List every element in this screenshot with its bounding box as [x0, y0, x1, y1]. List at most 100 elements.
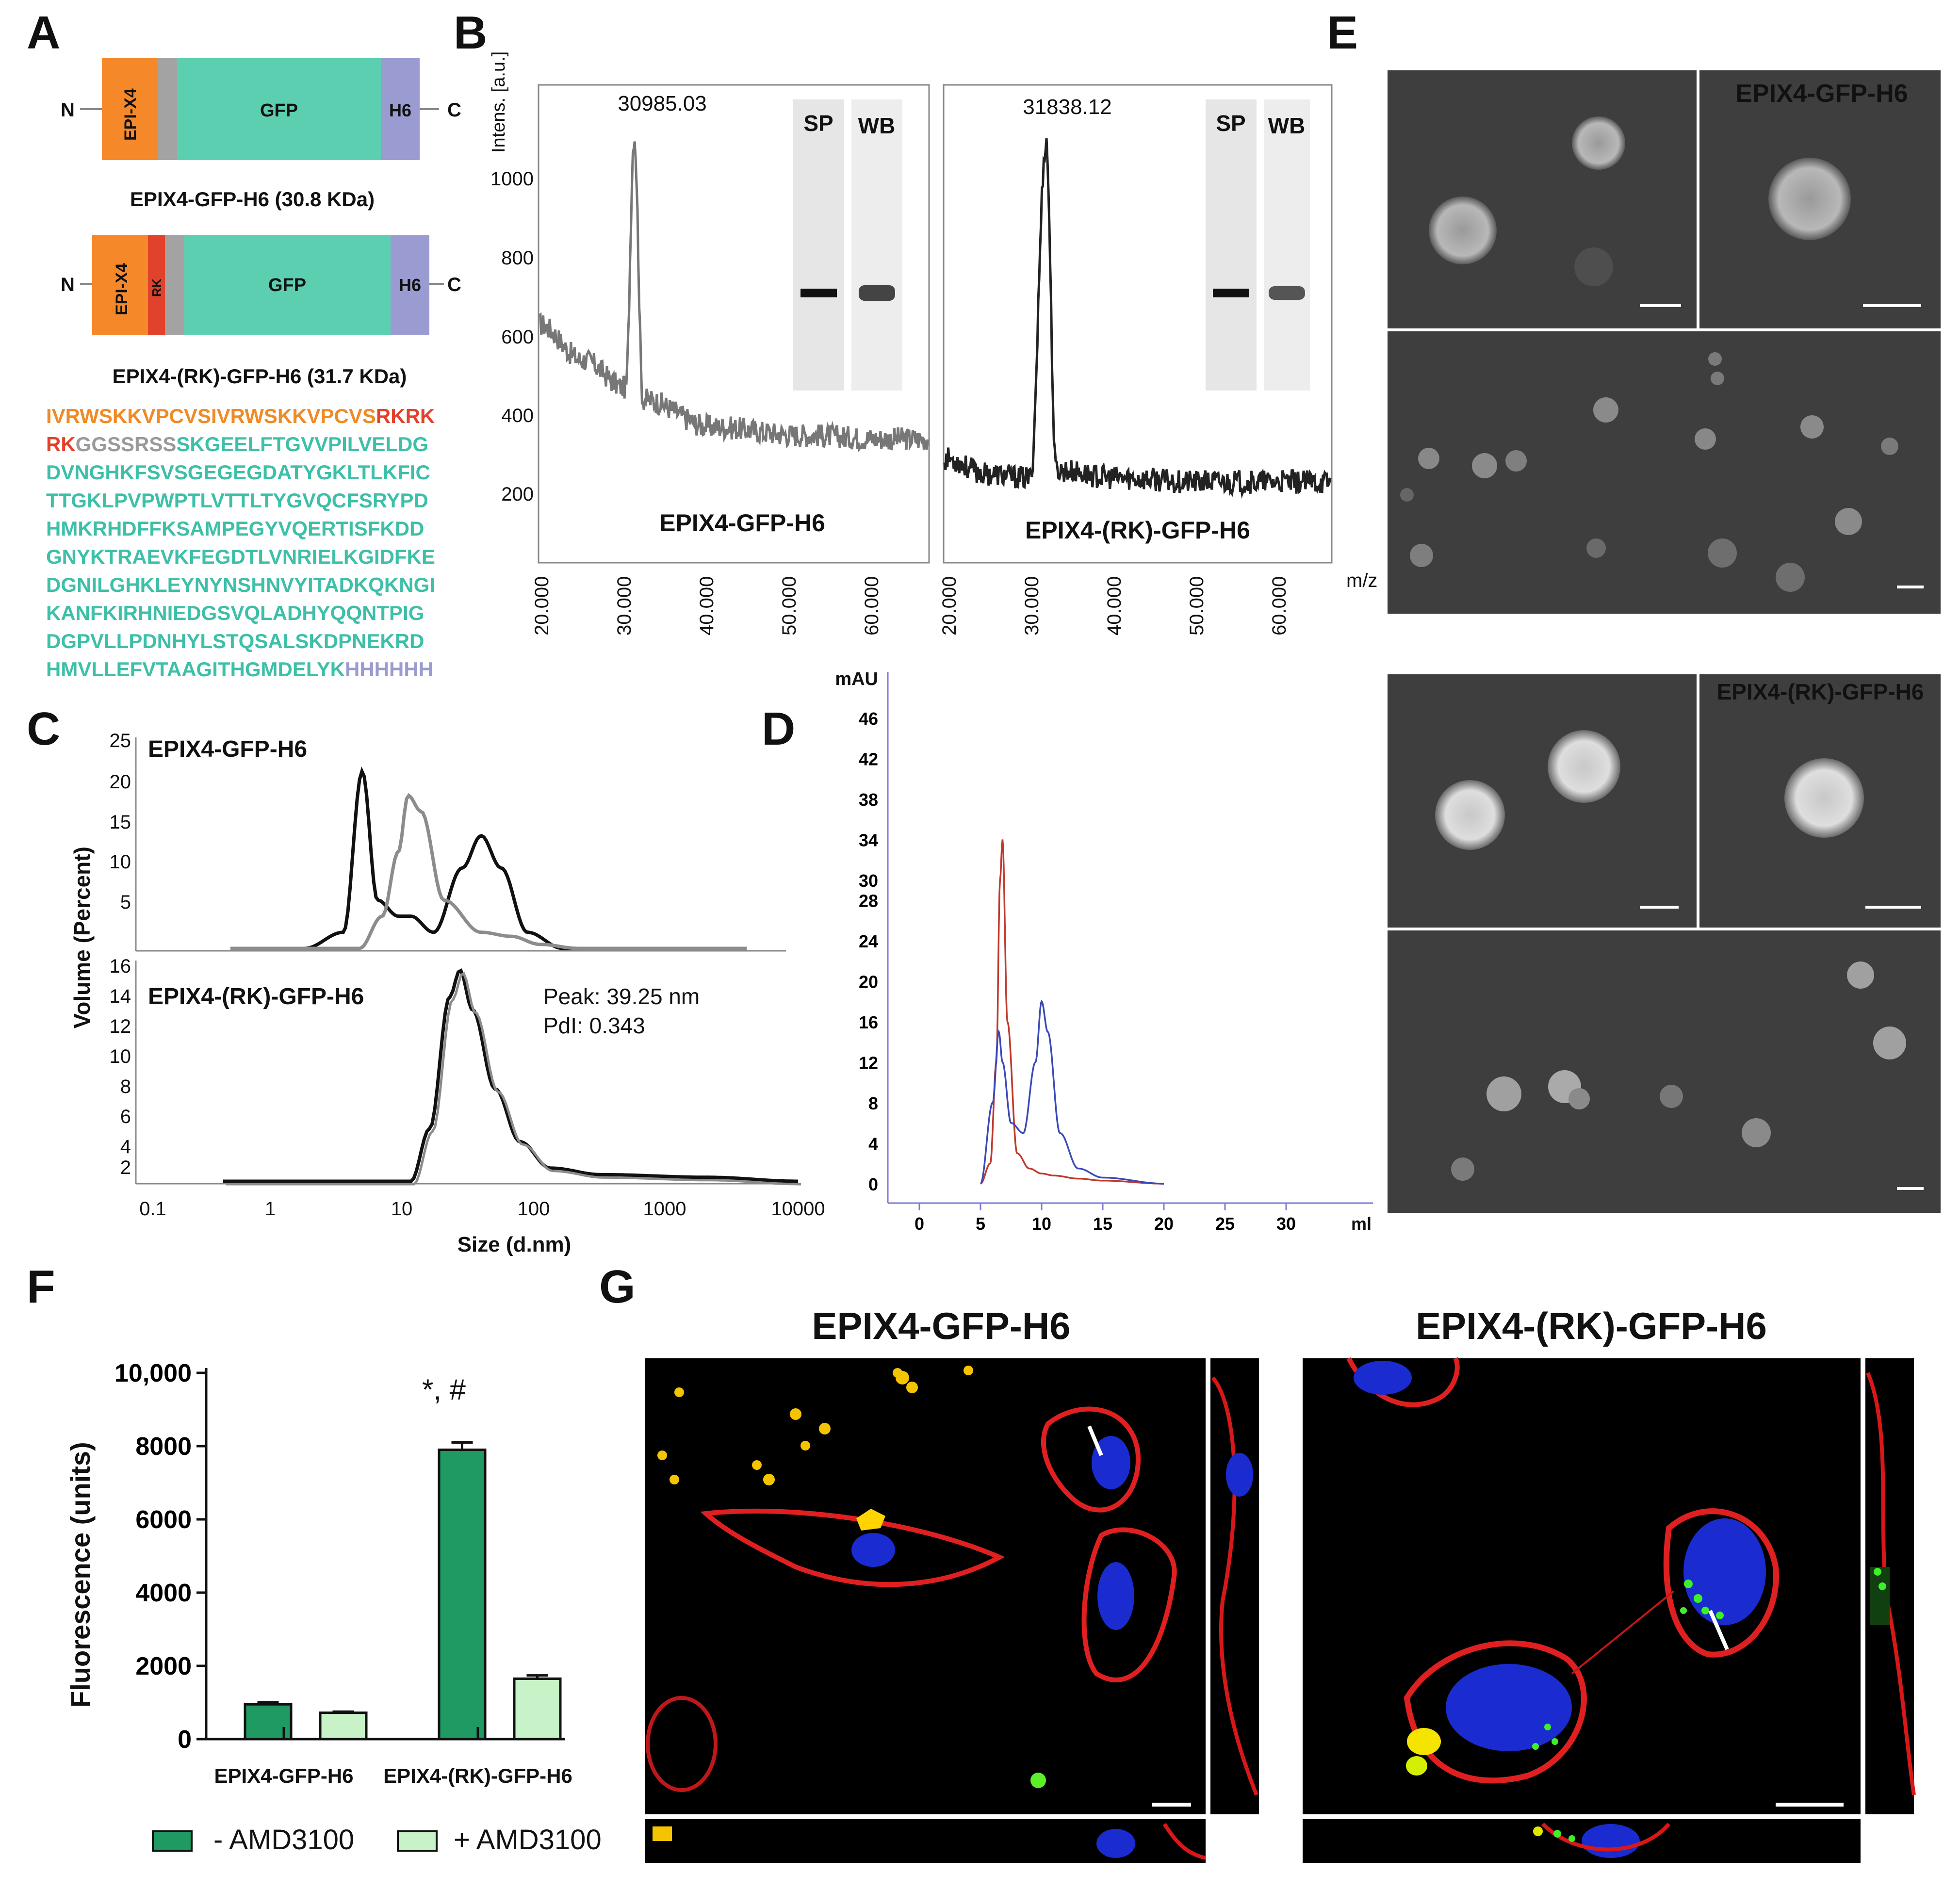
ms-xtick: 50.000: [1186, 576, 1208, 635]
bar-ytick-label: 10,000: [114, 1359, 192, 1387]
sec-xtick-label: 10: [1032, 1214, 1051, 1234]
bar-ytick-label: 8000: [135, 1433, 192, 1461]
gfp-block-2: [184, 235, 391, 335]
sequence-line-3: DVNGHKFSVSGEGEGDATYGKLTLKFIC: [46, 461, 430, 484]
sec-ytick-label: 34: [859, 830, 878, 850]
c-terminus-1: C: [447, 99, 461, 121]
sem-set-2-field: [1451, 961, 1906, 1181]
panel-c: Volume (Percent) 25 20 15 10 5 16 14 12 …: [69, 730, 825, 1256]
ms-ytick: 1000: [490, 168, 534, 190]
ms-right-frame: [943, 84, 1333, 564]
sem-label-1: EPIX4-GFP-H6: [1735, 80, 1908, 108]
ms-right-sp-label: SP: [1216, 111, 1245, 136]
bar-ytick-label: 0: [178, 1726, 192, 1754]
construct-2-label: EPIX4-(RK)-GFP-H6 (31.7 KDa): [113, 365, 407, 388]
confocal-right-cells: [1346, 1357, 1916, 1858]
sem-particle: [1574, 247, 1613, 286]
dls-xtick: 1000: [643, 1198, 686, 1220]
panel-letter-a: A: [27, 7, 60, 59]
sec-xtick-label: 15: [1093, 1214, 1112, 1234]
ms-x-ticks-right: 20.000 30.000 40.000 50.000 60.000: [939, 576, 1290, 635]
confocal-right-main: [1303, 1358, 1861, 1814]
dls-ytick: 12: [110, 1016, 131, 1037]
dls-curve-replicate: [226, 972, 801, 1186]
sequence-block: IVRWSKKVPCVSIVRWSKKVPCVSRKRK RKGGSSRSSSK…: [46, 405, 435, 681]
ms-ytick: 200: [501, 484, 534, 505]
panel-e: EPIX4-GFP-H6 EPIX4-(RK)-GFP-H6: [1388, 70, 1941, 1213]
dls-ytick: 6: [120, 1106, 131, 1127]
linker-block-1: [158, 58, 177, 160]
sequence-line-7: DGNILGHKLEYNYNSHNVYITADKQKNGI: [46, 573, 435, 596]
dls-ytick: 10: [110, 851, 131, 873]
confocal-left-side: [1210, 1358, 1259, 1814]
panel-letter-b: B: [454, 7, 487, 59]
bar-y-ticks: 10,000 8000 6000 4000 2000 0: [114, 1359, 206, 1754]
sequence-line-6: GNYKTRAEVKFEGDTLVNRIELKGIDFKE: [46, 545, 435, 568]
n-terminus-1: N: [61, 99, 75, 121]
construct-1-label: EPIX4-GFP-H6 (30.8 KDa): [130, 188, 375, 211]
sec-ytick-label: 4: [868, 1134, 878, 1154]
panel-letter-d: D: [762, 703, 795, 755]
sequence-line-2: RKGGSSRSSSKGEELFTGVVPILVELDG: [46, 433, 428, 456]
bar-category-label: EPIX4-(RK)-GFP-H6: [383, 1764, 572, 1787]
sec-xtick-label: 25: [1215, 1214, 1235, 1234]
confocal-title-left: EPIX4-GFP-H6: [812, 1304, 1070, 1347]
sec-xtick-label: 30: [1276, 1214, 1296, 1234]
dls-bottom-label: EPIX4-(RK)-GFP-H6: [148, 984, 364, 1010]
ms-right-peak-label: 31838.12: [1023, 95, 1112, 119]
dls-xtick: 10: [391, 1198, 413, 1220]
sem-particle: [1435, 780, 1505, 850]
dls-x-axis-label: Size (d.nm): [457, 1233, 572, 1256]
sec-ytick-label: 12: [859, 1053, 878, 1073]
ms-ytick: 400: [501, 405, 534, 426]
epi-block-1: [102, 58, 158, 160]
dls-curve-2: [223, 968, 798, 1183]
bar-category-label: EPIX4-GFP-H6: [214, 1764, 353, 1787]
bar-ytick-label: 2000: [135, 1652, 192, 1680]
panel-letter-c: C: [27, 703, 60, 755]
ms-xtick: 20.000: [939, 576, 960, 635]
dls-ytick: 2: [120, 1157, 131, 1178]
ms-ytick: 800: [501, 247, 534, 269]
dls-ytick: 5: [120, 892, 131, 913]
sem-set-2-background: [1388, 674, 1941, 1213]
bar-minus-1: [438, 1449, 487, 1741]
linker-block-2: [165, 235, 184, 335]
ms-x-ticks-left: 20.000 30.000 40.000 50.000 60.000: [531, 576, 882, 635]
dls-ytick: 25: [110, 730, 131, 751]
ms-left-sp-label: SP: [803, 111, 833, 136]
ms-left-peak-label: 30985.03: [618, 92, 707, 115]
ms-xtick: 20.000: [531, 576, 553, 635]
dls-xtick: 100: [518, 1198, 550, 1220]
dls-xtick: 1: [265, 1198, 276, 1220]
panel-a: N C EPI-X4 GFP H6 EPIX4-GFP-H6 (30.8 KDa…: [46, 58, 461, 681]
sec-y-axis-label: mAU: [835, 669, 878, 689]
dls-y-axis-label: Volume (Percent): [69, 847, 95, 1028]
legend-label-minus: - AMD3100: [213, 1824, 354, 1856]
sec-xtick-label: 0: [915, 1214, 924, 1234]
sec-ytick-label: 42: [859, 749, 878, 769]
construct-1-diagram: N C EPI-X4 GFP H6 EPIX4-GFP-H6 (30.8 KDa…: [61, 58, 461, 211]
dls-top-label: EPIX4-GFP-H6: [148, 736, 307, 762]
sec-ytick-label: 0: [868, 1174, 878, 1194]
sem-set-1-field: [1400, 352, 1898, 592]
sec-xtick-label: 5: [976, 1214, 985, 1234]
sec-ytick-label: 20: [859, 972, 878, 992]
bar-marks: [244, 1441, 562, 1741]
legend-swatch-minus: [152, 1830, 193, 1852]
dls-ytick: 8: [120, 1076, 131, 1097]
dls-ytick: 16: [110, 956, 131, 977]
dls-x-ticks: 0.1 1 10 100 1000 10000: [139, 1198, 825, 1220]
sec-ytick-label: 24: [859, 931, 878, 951]
ms-xtick: 40.000: [1104, 576, 1125, 635]
sequence-line-8: KANFKIRHNIEDGSVQLADHYQQNTPIG: [46, 602, 424, 624]
sec-ytick-label: 16: [859, 1012, 878, 1032]
h6-label-2: H6: [399, 275, 421, 295]
dls-xtick: 0.1: [139, 1198, 166, 1220]
panel-g: EPIX4-GFP-H6 EPIX4-(RK)-GFP-H6: [645, 1304, 1916, 1863]
sec-xtick-label: 20: [1154, 1214, 1174, 1234]
ms-xtick: 50.000: [779, 576, 800, 635]
c-terminus-2: C: [447, 274, 461, 295]
bar-plus-0: [319, 1711, 368, 1741]
